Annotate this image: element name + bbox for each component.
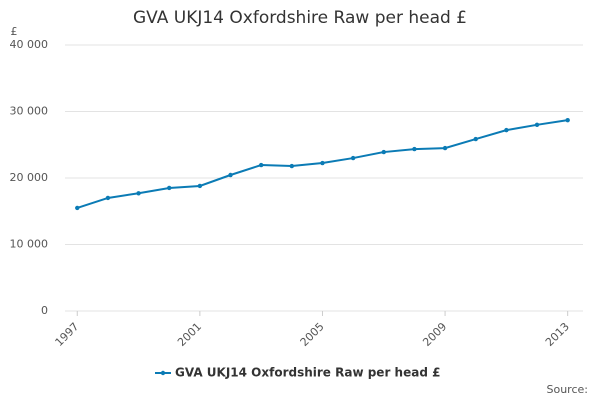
data-point (258, 162, 264, 168)
data-point (473, 136, 478, 142)
data-point (534, 122, 540, 128)
y-tick-label: 20 000 (10, 171, 49, 184)
data-point (136, 191, 141, 196)
source-label: Source: (547, 383, 589, 396)
x-tick-label: 2005 (298, 320, 327, 349)
x-tick-label: 2009 (420, 320, 449, 349)
data-point (442, 145, 448, 151)
y-tick-label: 30 000 (10, 105, 49, 118)
y-tick-label: 0 (41, 304, 48, 317)
data-point (504, 127, 509, 133)
legend-label: GVA UKJ14 Oxfordshire Raw per head £ (175, 366, 440, 380)
data-point (412, 146, 417, 152)
chart-title: GVA UKJ14 Oxfordshire Raw per head £ (133, 8, 467, 28)
data-point (197, 183, 203, 189)
data-point (565, 117, 570, 123)
x-tick-label: 2001 (175, 320, 204, 349)
y-tick-label: 40 000 (10, 38, 49, 51)
x-tick-label: 2013 (543, 320, 572, 349)
data-point (105, 195, 111, 201)
y-tick-label: 10 000 (10, 238, 49, 251)
y-unit-label: £ (11, 25, 18, 38)
data-point (350, 155, 356, 161)
data-point (289, 163, 295, 169)
data-point (320, 160, 325, 166)
data-point (381, 149, 386, 155)
legend-marker (160, 370, 166, 376)
data-point (228, 172, 233, 178)
data-point (75, 205, 80, 211)
x-tick-label: 1997 (53, 320, 82, 349)
data-point (167, 185, 172, 191)
